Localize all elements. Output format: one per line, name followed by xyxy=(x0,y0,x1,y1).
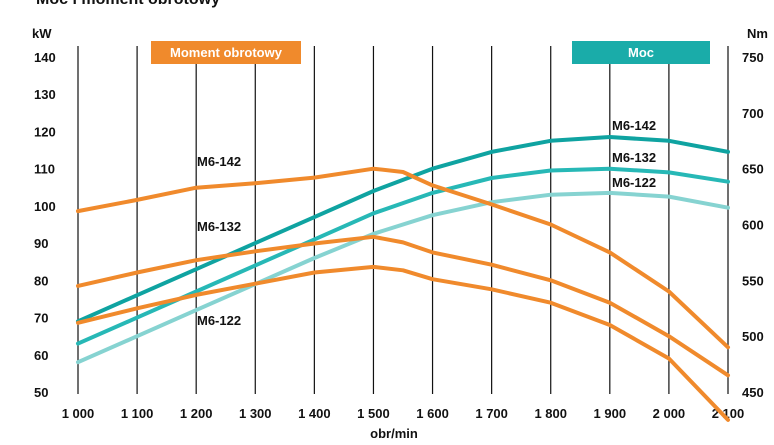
x-tick-label: 1 100 xyxy=(121,406,154,421)
power-line-m6-122 xyxy=(76,190,730,365)
right-tick-label: 450 xyxy=(742,385,764,400)
x-tick-label: 1 800 xyxy=(534,406,567,421)
legend-power: Moc xyxy=(572,41,710,64)
left-tick-label: 70 xyxy=(34,311,48,326)
power-142-label: M6-142 xyxy=(612,118,656,133)
legend-torque-swatch xyxy=(151,41,301,64)
torque-line-m6-122 xyxy=(76,264,730,422)
left-tick-label: 50 xyxy=(34,385,48,400)
left-tick-label: 140 xyxy=(34,50,56,65)
x-axis-ticks: 1 000 1 100 1 200 1 300 1 400 1 500 1 600 1 700… xyxy=(62,406,745,421)
left-axis-unit: kW xyxy=(32,26,52,41)
right-tick-label: 550 xyxy=(742,273,764,288)
x-tick-label: 1 900 xyxy=(594,406,627,421)
left-tick-label: 60 xyxy=(34,348,48,363)
x-tick-label: 1 400 xyxy=(298,406,331,421)
legend-torque-label: Moment obrotowy xyxy=(170,45,283,60)
left-tick-label: 100 xyxy=(34,199,56,214)
left-tick-label: 90 xyxy=(34,236,48,251)
x-tick-label: 1 600 xyxy=(416,406,449,421)
right-axis-ticks: 750 700 650 600 550 500 450 xyxy=(742,50,764,400)
x-tick-label: 1 000 xyxy=(62,406,95,421)
torque-142-label: M6-142 xyxy=(197,154,241,169)
x-tick-label: 2 000 xyxy=(653,406,686,421)
torque-132-label: M6-132 xyxy=(197,219,241,234)
legend-power-label: Moc xyxy=(628,45,654,60)
right-tick-label: 500 xyxy=(742,329,764,344)
right-axis-unit: Nm xyxy=(747,26,768,41)
x-axis-label: obr/min xyxy=(370,426,418,441)
torque-lines xyxy=(76,166,730,422)
torque-122-label: M6-122 xyxy=(197,313,241,328)
left-tick-label: 110 xyxy=(34,162,55,177)
power-line-m6-142 xyxy=(76,135,730,324)
left-tick-label: 80 xyxy=(34,273,48,288)
x-tick-label: 1 500 xyxy=(357,406,390,421)
torque-line-m6-142 xyxy=(76,166,730,350)
x-tick-label: 1 700 xyxy=(475,406,508,421)
left-axis-ticks: 140 130 120 110 100 90 80 70 60 50 xyxy=(34,50,56,400)
left-tick-label: 130 xyxy=(34,87,56,102)
x-tick-label: 1 300 xyxy=(239,406,272,421)
x-tick-label: 1 200 xyxy=(180,406,213,421)
grid-lines xyxy=(77,46,729,394)
right-tick-label: 600 xyxy=(742,218,764,233)
right-tick-label: 750 xyxy=(742,50,764,65)
right-tick-label: 700 xyxy=(742,106,764,121)
power-122-label: M6-122 xyxy=(612,175,656,190)
right-tick-label: 650 xyxy=(742,162,764,177)
left-tick-label: 120 xyxy=(34,124,56,139)
torque-line-m6-132 xyxy=(76,234,730,378)
legend-power-swatch xyxy=(572,41,710,64)
power-132-label: M6-132 xyxy=(612,150,656,165)
chart-title: Moc i moment obrotowy xyxy=(36,0,220,8)
legend-torque: Moment obrotowy xyxy=(151,41,301,64)
